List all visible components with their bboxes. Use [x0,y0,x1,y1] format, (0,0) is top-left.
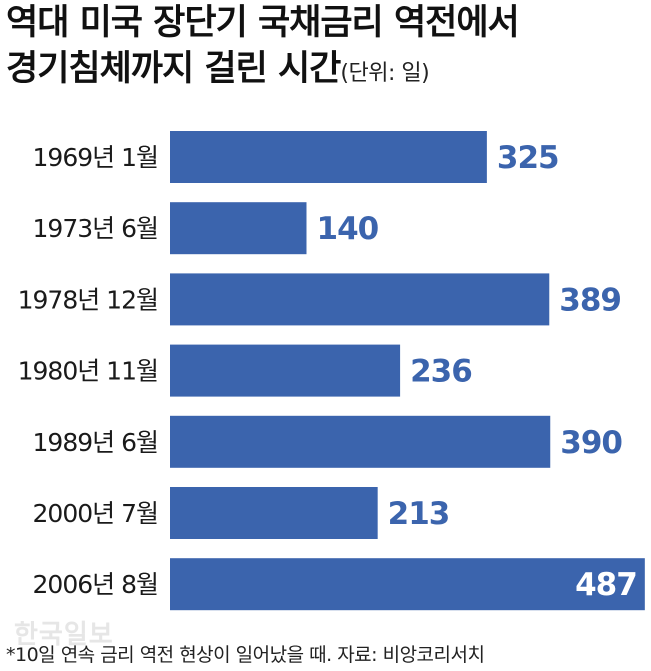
bar [170,344,401,397]
footnote: *10일 연속 금리 역전 현상이 일어났을 때. 자료: 비앙코리서치 [6,644,485,666]
value-label: 390 [560,425,622,461]
value-label: 236 [410,354,472,390]
category-label: 1973년 6월 [33,214,158,243]
value-label: 140 [317,211,379,247]
bar [170,131,487,183]
value-label: 325 [497,140,559,176]
category-label: 2006년 8월 [33,570,158,599]
value-label: 389 [559,282,621,318]
title-line-1: 역대 미국 장단기 국채금리 역전에서 [6,3,520,43]
value-label: 487 [575,567,637,603]
bar [170,273,550,326]
bar [170,558,645,611]
category-label: 1969년 1월 [33,143,158,172]
title-line-2-text: 경기침체까지 걸린 시간 [6,49,341,89]
bar [170,202,307,255]
category-label: 2000년 7월 [33,499,158,528]
bar [170,415,551,468]
unit-label: (단위: 일) [340,61,430,86]
category-label: 1980년 11월 [18,357,158,386]
watermark-logo: 한국일보 [14,620,114,650]
bar [170,487,378,539]
category-label: 1989년 6월 [33,428,158,457]
title-line-2: 경기침체까지 걸린 시간(단위: 일) [6,46,519,97]
chart-title: 역대 미국 장단기 국채금리 역전에서 경기침체까지 걸린 시간(단위: 일) [6,0,520,97]
value-label: 213 [388,496,450,532]
category-label: 1978년 12월 [18,285,158,314]
